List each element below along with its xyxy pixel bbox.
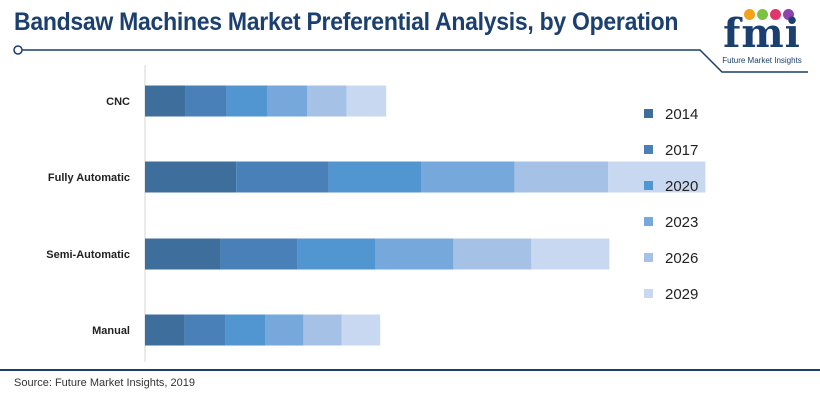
bar-cnc-2026	[307, 85, 347, 117]
y-tick-label: Fully Automatic	[48, 172, 130, 184]
bar-cnc-2023	[267, 85, 307, 117]
logo-subtitle: Future Market Insights	[722, 56, 802, 65]
bar-manual-2020	[225, 314, 265, 346]
y-tick-label: CNC	[106, 96, 130, 108]
legend: 2014 2017 2020 2023 2026 2029	[644, 106, 698, 303]
bar-semi-automatic-2017	[220, 238, 298, 270]
bar-semi-automatic-2014	[145, 238, 221, 270]
legend-swatch-2017	[644, 145, 653, 154]
legend-swatch-2023	[644, 217, 653, 226]
y-tick-label: Manual	[92, 325, 130, 337]
bar-fully-automatic-2020	[328, 161, 421, 193]
bar-semi-automatic-2026	[453, 238, 532, 270]
y-tick-label: Semi-Automatic	[46, 249, 130, 261]
bar-fully-automatic-2017	[236, 161, 329, 193]
bar-fully-automatic-2026	[514, 161, 609, 193]
bar-manual-2014	[145, 314, 185, 346]
legend-swatch-2020	[644, 181, 653, 190]
bar-semi-automatic-2020	[297, 238, 376, 270]
legend-swatch-2026	[644, 253, 653, 262]
bar-group	[145, 85, 706, 346]
bar-semi-automatic-2023	[375, 238, 454, 270]
legend-swatch-2014	[644, 109, 653, 118]
bar-manual-2029	[341, 314, 381, 346]
bar-fully-automatic-2029	[608, 161, 706, 193]
legend-label-2017: 2017	[665, 142, 698, 159]
header-divider	[13, 45, 808, 73]
stacked-bar-chart: CNC Fully Automatic Semi-Automatic Manual 2…	[46, 65, 706, 362]
logo-dot-purple	[783, 9, 794, 20]
logo-dot-orange	[744, 9, 755, 20]
legend-label-2023: 2023	[665, 214, 698, 231]
bar-cnc-2029	[346, 85, 387, 117]
logo-dot-green	[757, 9, 768, 20]
y-tick-labels: CNC Fully Automatic Semi-Automatic Manual	[46, 96, 130, 337]
legend-label-2014: 2014	[665, 106, 698, 123]
bar-fully-automatic-2014	[145, 161, 237, 193]
legend-label-2029: 2029	[665, 286, 698, 303]
bar-semi-automatic-2029	[531, 238, 610, 270]
source-note: Source: Future Market Insights, 2019	[14, 377, 195, 389]
bar-manual-2017	[184, 314, 226, 346]
fmi-logo: fmi Future Market Insights	[714, 6, 810, 68]
bar-cnc-2017	[185, 85, 227, 117]
bar-manual-2023	[265, 314, 304, 346]
legend-swatch-2029	[644, 289, 653, 298]
logo-dot-pink	[770, 9, 781, 20]
bar-manual-2026	[303, 314, 342, 346]
footer-divider	[0, 369, 820, 371]
logo-wordmark: fmi	[723, 10, 801, 57]
chart-title: Bandsaw Machines Market Preferential Ana…	[14, 8, 679, 36]
bar-fully-automatic-2023	[421, 161, 515, 193]
bar-cnc-2020	[226, 85, 268, 117]
legend-label-2020: 2020	[665, 178, 698, 195]
bar-cnc-2014	[145, 85, 186, 117]
legend-label-2026: 2026	[665, 250, 698, 267]
